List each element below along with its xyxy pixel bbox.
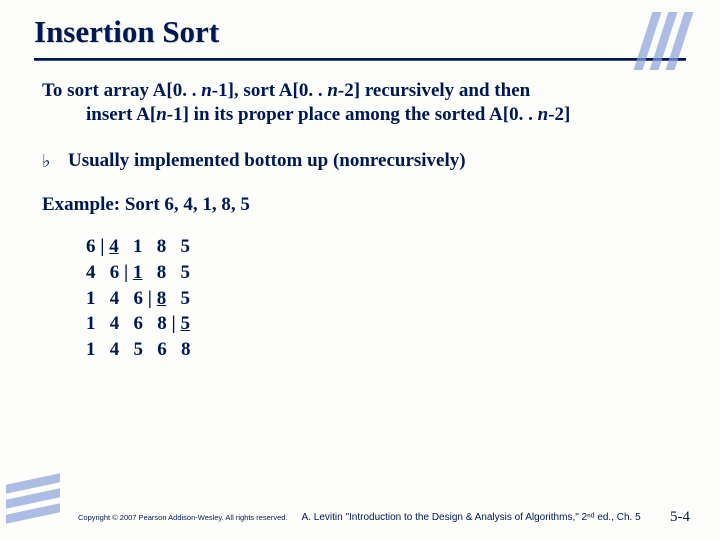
var-n: n	[327, 80, 338, 101]
content-area: To sort array A[0. . n-1], sort A[0. . n…	[0, 61, 720, 362]
footer: Copyright © 2007 Pearson Addison-Wesley.…	[0, 509, 720, 526]
top-right-decoration	[643, 12, 684, 70]
desc-text: To sort array A[0. .	[42, 80, 201, 101]
trace-block: 6 | 4 1 8 5 4 6 | 1 8 5 1 4 6 | 8 5 1 4 …	[42, 234, 678, 362]
page-number: 5-4	[670, 509, 690, 526]
slide-title: Insertion Sort	[34, 14, 720, 50]
desc-text: -2] recursively and then	[338, 80, 530, 101]
desc-text: -1] in its proper place among the sorted…	[167, 104, 538, 125]
bullet-text: Usually implemented bottom up (nonrecurs…	[68, 149, 466, 173]
bullet-icon: ♭	[42, 150, 68, 173]
var-n: n	[538, 104, 549, 125]
var-n: n	[201, 80, 212, 101]
title-area: Insertion Sort	[0, 0, 720, 56]
desc-text: insert A[	[86, 104, 156, 125]
var-n: n	[156, 104, 167, 125]
example-label: Example: Sort 6, 4, 1, 8, 5	[42, 194, 678, 216]
slide: Insertion Sort To sort array A[0. . n-1]…	[0, 0, 720, 540]
copyright-text: Copyright © 2007 Pearson Addison-Wesley.…	[78, 513, 288, 522]
attribution-text: A. Levitin "Introduction to the Design &…	[302, 512, 656, 523]
desc-text: -1], sort A[0. .	[212, 80, 328, 101]
bullet-item: ♭ Usually implemented bottom up (nonrecu…	[42, 149, 678, 173]
desc-text: -2]	[548, 104, 570, 125]
description-text: To sort array A[0. . n-1], sort A[0. . n…	[42, 79, 678, 127]
desc-line-2: insert A[n-1] in its proper place among …	[42, 103, 678, 127]
